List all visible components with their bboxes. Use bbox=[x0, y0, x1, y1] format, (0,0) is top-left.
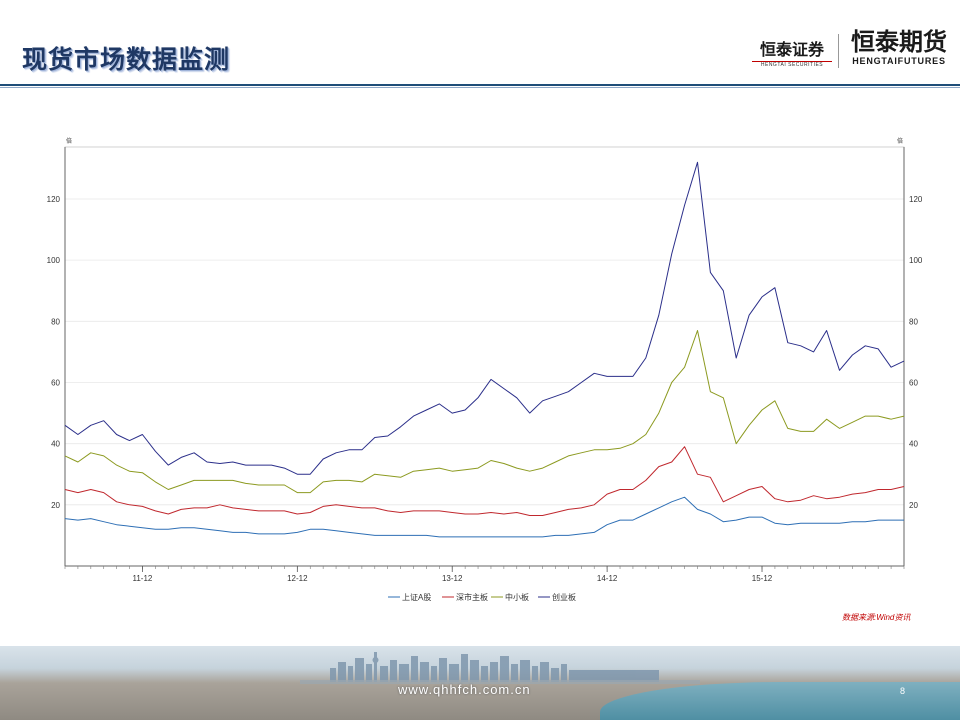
legend-label: 深市主板 bbox=[456, 592, 488, 602]
chart-legend: 上证A股 深市主板 中小板 创业板 bbox=[388, 592, 576, 602]
right-axis-unit: 倍 bbox=[897, 137, 903, 145]
logo-securities-en: HENGTAI SECURITIES bbox=[752, 61, 832, 68]
page-number: 8 bbox=[900, 686, 906, 696]
y-tick-label-right: 20 bbox=[909, 501, 918, 510]
series-line-4 bbox=[64, 161, 905, 475]
series-line-1 bbox=[64, 496, 904, 538]
x-tick-label: 13-12 bbox=[442, 574, 463, 583]
legend-label: 创业板 bbox=[552, 592, 576, 602]
y-tick-label-right: 80 bbox=[909, 317, 918, 326]
data-source-note: 数据来源:Wind资讯 bbox=[842, 613, 911, 622]
header-rule bbox=[0, 84, 960, 86]
chart-grid bbox=[65, 198, 904, 506]
series-line-2 bbox=[64, 446, 905, 516]
chart-ticks: 倍 倍 20 20 40 40 60 60 80 80 100 100 120 120 11-12 12-12… bbox=[47, 137, 923, 583]
legend-label: 上证A股 bbox=[402, 593, 431, 602]
y-tick-label-left: 60 bbox=[51, 378, 60, 387]
footer-banner bbox=[0, 646, 960, 720]
y-tick-label-left: 120 bbox=[47, 195, 61, 204]
website-url: www.qhhfch.com.cn bbox=[398, 682, 531, 697]
y-tick-label-left: 100 bbox=[47, 256, 61, 265]
chart-series bbox=[64, 161, 905, 538]
plot-area-border bbox=[64, 146, 905, 567]
y-tick-label-left: 40 bbox=[51, 440, 60, 449]
y-tick-label-right: 40 bbox=[909, 440, 918, 449]
header-rule-thin bbox=[0, 87, 960, 88]
hengtai-securities-logo: 恒泰证券 HENGTAI SECURITIES bbox=[752, 36, 832, 68]
hengtai-futures-logo: 恒泰期货 HENGTAIFUTURES bbox=[843, 28, 955, 72]
chart-axes bbox=[64, 146, 905, 567]
legend-label: 中小板 bbox=[505, 592, 529, 602]
pe-ratio-line-chart: 倍 倍 20 20 40 40 60 60 80 80 100 100 120 120 11-12 12-12… bbox=[47, 137, 923, 602]
x-tick-label: 14-12 bbox=[597, 574, 618, 583]
logo-divider bbox=[838, 34, 839, 68]
page-title: 现货市场数据监测 bbox=[22, 45, 231, 74]
series-line-3 bbox=[64, 330, 905, 494]
x-tick-label: 11-12 bbox=[133, 574, 153, 583]
y-tick-label-right: 100 bbox=[909, 256, 923, 265]
city-skyline-image bbox=[300, 652, 700, 684]
y-tick-label-left: 20 bbox=[51, 501, 60, 510]
logo-futures-en: HENGTAIFUTURES bbox=[852, 56, 946, 66]
y-tick-label-left: 80 bbox=[51, 317, 60, 326]
x-tick-label: 12-12 bbox=[287, 574, 308, 583]
left-axis-unit: 倍 bbox=[66, 137, 72, 145]
logo-securities-cn: 恒泰证券 bbox=[759, 40, 824, 59]
logo-futures-cn: 恒泰期货 bbox=[851, 28, 947, 56]
y-tick-label-right: 120 bbox=[909, 195, 923, 204]
x-tick-label: 15-12 bbox=[752, 574, 773, 583]
y-tick-label-right: 60 bbox=[909, 378, 918, 387]
